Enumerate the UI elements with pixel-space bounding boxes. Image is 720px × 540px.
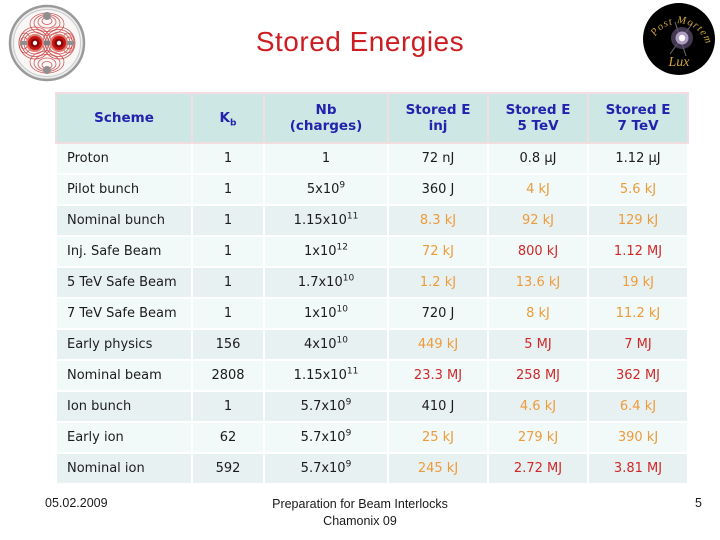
cell-kb: 1: [191, 390, 265, 423]
lhc-magnet-icon: [8, 4, 86, 82]
cell-scheme: Proton: [55, 142, 193, 175]
cell-stored-e-5tev: 279 kJ: [487, 421, 589, 454]
column-header-scheme: Scheme: [55, 92, 193, 144]
cell-kb: 1: [191, 297, 265, 330]
cell-scheme: Early ion: [55, 421, 193, 454]
cell-stored-e-7tev: 1.12 MJ: [587, 235, 689, 268]
cell-scheme: Inj. Safe Beam: [55, 235, 193, 268]
cell-stored-e-inj: 449 kJ: [387, 328, 489, 361]
cell-scheme: Nominal ion: [55, 452, 193, 485]
cell-stored-e-7tev: 5.6 kJ: [587, 173, 689, 206]
cell-scheme: Ion bunch: [55, 390, 193, 423]
column-header-nb-charges-: Nb (charges): [263, 92, 389, 144]
footer-line1: Preparation for Beam Interlocks: [272, 497, 448, 511]
cell-stored-e-5tev: 92 kJ: [487, 204, 589, 237]
cell-kb: 2808: [191, 359, 265, 392]
cell-stored-e-7tev: 1.12 μJ: [587, 142, 689, 175]
cell-scheme: 5 TeV Safe Beam: [55, 266, 193, 299]
cell-nb-charges: 5.7x109: [263, 421, 389, 454]
cell-stored-e-5tev: 4 kJ: [487, 173, 589, 206]
cell-kb: 1: [191, 204, 265, 237]
cell-kb: 1: [191, 142, 265, 175]
table-row: Nominal beam 2808 1.15x1011 23.3 MJ 258 MJ 36…: [55, 359, 689, 392]
slide-title: Stored Energies: [255, 26, 465, 57]
column-header-k: Kb: [191, 92, 265, 144]
cell-scheme: Nominal beam: [55, 359, 193, 392]
cell-stored-e-5tev: 8 kJ: [487, 297, 589, 330]
cell-nb-charges: 1.15x1011: [263, 204, 389, 237]
cell-stored-e-inj: 72 kJ: [387, 235, 489, 268]
cell-stored-e-inj: 1.2 kJ: [387, 266, 489, 299]
cell-stored-e-5tev: 2.72 MJ: [487, 452, 589, 485]
cell-nb-charges: 1.15x1011: [263, 359, 389, 392]
cell-stored-e-7tev: 7 MJ: [587, 328, 689, 361]
cell-nb-charges: 1x1010: [263, 297, 389, 330]
cell-stored-e-5tev: 0.8 μJ: [487, 142, 589, 175]
footer-center: Preparation for Beam Interlocks Chamonix…: [0, 496, 720, 530]
cell-stored-e-inj: 245 kJ: [387, 452, 489, 485]
cell-nb-charges: 5x109: [263, 173, 389, 206]
cell-nb-charges: 5.7x109: [263, 452, 389, 485]
cell-stored-e-inj: 410 J: [387, 390, 489, 423]
cell-nb-charges: 5.7x109: [263, 390, 389, 423]
table-row: 5 TeV Safe Beam 1 1.7x1010 1.2 kJ 13.6 kJ 19 …: [55, 266, 689, 299]
cell-stored-e-5tev: 258 MJ: [487, 359, 589, 392]
table-row: Inj. Safe Beam 1 1x1012 72 kJ 800 kJ 1.12 MJ: [55, 235, 689, 268]
cell-scheme: Early physics: [55, 328, 193, 361]
table-row: Nominal bunch 1 1.15x1011 8.3 kJ 92 kJ 129 kJ: [55, 204, 689, 237]
cell-kb: 1: [191, 266, 265, 299]
cell-kb: 62: [191, 421, 265, 454]
cell-stored-e-7tev: 6.4 kJ: [587, 390, 689, 423]
cell-stored-e-inj: 360 J: [387, 173, 489, 206]
cell-stored-e-5tev: 5 MJ: [487, 328, 589, 361]
cell-stored-e-7tev: 19 kJ: [587, 266, 689, 299]
cell-stored-e-inj: 720 J: [387, 297, 489, 330]
lhc-logo: [8, 4, 86, 82]
cell-kb: 1: [191, 173, 265, 206]
cell-stored-e-inj: 8.3 kJ: [387, 204, 489, 237]
cell-scheme: 7 TeV Safe Beam: [55, 297, 193, 330]
cell-scheme: Nominal bunch: [55, 204, 193, 237]
cell-stored-e-inj: 25 kJ: [387, 421, 489, 454]
lux-script-text: Lux: [668, 55, 691, 70]
table-row: Early ion 62 5.7x109 25 kJ 279 kJ 390 kJ: [55, 421, 689, 454]
cell-nb-charges: 1.7x1010: [263, 266, 389, 299]
cell-stored-e-7tev: 3.81 MJ: [587, 452, 689, 485]
cell-stored-e-5tev: 13.6 kJ: [487, 266, 589, 299]
cell-stored-e-inj: 72 nJ: [387, 142, 489, 175]
table-row: Early physics 156 4x1010 449 kJ 5 MJ 7 MJ: [55, 328, 689, 361]
cell-stored-e-7tev: 11.2 kJ: [587, 297, 689, 330]
table-row: Nominal ion 592 5.7x109 245 kJ 2.72 MJ 3.81 M…: [55, 452, 689, 485]
page-number: 5: [695, 496, 702, 510]
table-body: Proton 1 1 72 nJ 0.8 μJ 1.12 μJ Pilot bunch 1 5x…: [55, 142, 689, 485]
cell-nb-charges: 1x1012: [263, 235, 389, 268]
cell-stored-e-inj: 23.3 MJ: [387, 359, 489, 392]
cell-kb: 592: [191, 452, 265, 485]
post-mortem-lux-icon: Post Mortem Lux: [643, 3, 715, 75]
cell-nb-charges: 1: [263, 142, 389, 175]
cell-stored-e-7tev: 129 kJ: [587, 204, 689, 237]
cell-stored-e-7tev: 390 kJ: [587, 421, 689, 454]
footer-date: 05.02.2009: [45, 496, 108, 510]
cell-kb: 156: [191, 328, 265, 361]
cell-nb-charges: 4x1010: [263, 328, 389, 361]
cell-stored-e-7tev: 362 MJ: [587, 359, 689, 392]
cell-scheme: Pilot bunch: [55, 173, 193, 206]
cell-stored-e-5tev: 4.6 kJ: [487, 390, 589, 423]
cell-stored-e-5tev: 800 kJ: [487, 235, 589, 268]
table-row: Ion bunch 1 5.7x109 410 J 4.6 kJ 6.4 kJ: [55, 390, 689, 423]
cell-kb: 1: [191, 235, 265, 268]
table-row: Proton 1 1 72 nJ 0.8 μJ 1.12 μJ: [55, 142, 689, 175]
footer-line2: Chamonix 09: [323, 514, 397, 528]
post-mortem-lux-logo: Post Mortem Lux: [642, 2, 716, 76]
